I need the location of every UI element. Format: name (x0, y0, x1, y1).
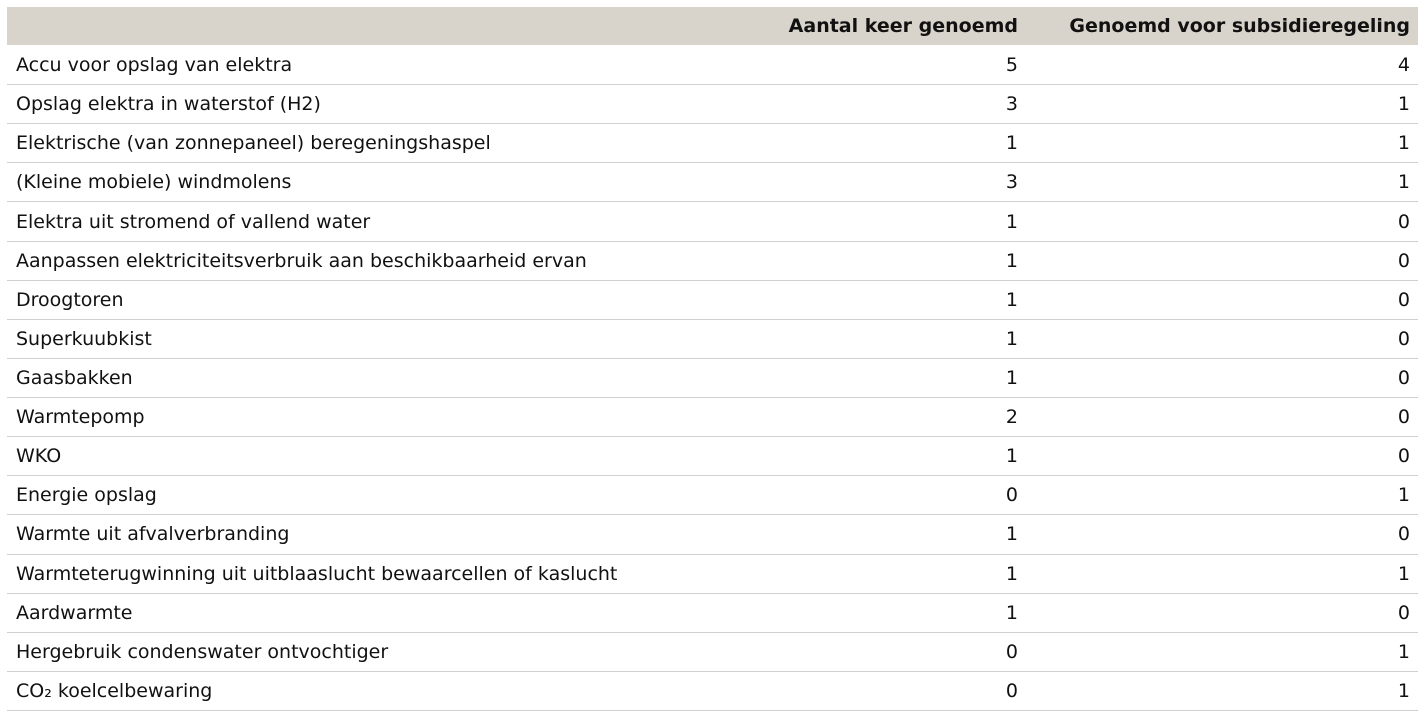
subsidy-cell: 1 (1397, 93, 1410, 116)
count-cell: 1 (1005, 523, 1018, 546)
row-label: (Kleine mobiele) windmolens (16, 171, 292, 194)
header-row: Aantal keer genoemd Genoemd voor subsidi… (7, 7, 1418, 45)
count-cell: 5 (1005, 54, 1018, 77)
count-cell: 1 (1005, 249, 1018, 272)
row-label: Warmte uit afvalverbranding (16, 523, 290, 546)
column-header: Aantal keer genoemd (788, 15, 1018, 37)
subsidy-cell: 1 (1397, 679, 1410, 702)
count-cell: 0 (1005, 484, 1018, 507)
subsidy-cell: 0 (1397, 288, 1410, 311)
row-label: Energie opslag (16, 484, 157, 507)
count-cell: 0 (1005, 679, 1018, 702)
table-row: Elektra uit stromend of vallend water 1 0 (7, 202, 1418, 242)
row-label: Gaasbakken (16, 366, 133, 389)
table-row: (Kleine mobiele) windmolens 3 1 (7, 163, 1418, 203)
count-cell: 1 (1005, 366, 1018, 389)
table-row: Aardwarmte 1 0 (7, 594, 1418, 633)
count-cell: 1 (1005, 562, 1018, 585)
row-label: Aanpassen elektriciteitsverbruik aan bes… (16, 249, 587, 272)
table-row: Elektrische (van zonnepaneel) beregening… (7, 124, 1418, 164)
table-row: Gaasbakken 1 0 (7, 359, 1418, 399)
table-row: Energie opslag 0 1 (7, 476, 1418, 516)
subsidy-cell: 1 (1397, 484, 1410, 507)
table-row: Accu voor opslag van elektra 5 4 (7, 46, 1418, 86)
row-label: Superkuubkist (16, 327, 152, 350)
subsidy-cell: 1 (1397, 562, 1410, 585)
count-cell: 1 (1005, 210, 1018, 233)
subsidy-cell: 0 (1397, 210, 1410, 233)
subsidy-cell: 0 (1397, 406, 1410, 429)
subsidy-cell: 0 (1397, 523, 1410, 546)
table-row: Hergebruik condenswater ontvochtiger 0 1 (7, 633, 1418, 672)
subsidy-cell: 1 (1397, 132, 1410, 155)
subsidy-cell: 1 (1397, 171, 1410, 194)
count-cell: 3 (1005, 171, 1018, 194)
row-label: Hergebruik condenswater ontvochtiger (16, 640, 389, 663)
subsidy-cell: 0 (1397, 445, 1410, 468)
subsidy-cell: 1 (1397, 640, 1410, 663)
row-label: Elektrische (van zonnepaneel) beregening… (16, 132, 491, 155)
row-label: Droogtoren (16, 288, 124, 311)
table-row: Superkuubkist 1 0 (7, 320, 1418, 359)
subsidy-cell: 0 (1397, 601, 1410, 624)
row-label: Elektra uit stromend of vallend water (16, 210, 371, 233)
row-label: Accu voor opslag van elektra (16, 54, 293, 77)
count-cell: 1 (1005, 601, 1018, 624)
count-cell: 2 (1005, 406, 1018, 429)
table-row: Aanpassen elektriciteitsverbruik aan bes… (7, 242, 1418, 281)
count-cell: 3 (1005, 93, 1018, 116)
subsidy-cell: 0 (1397, 366, 1410, 389)
row-label: Aardwarmte (16, 601, 133, 624)
row-label: Warmtepomp (16, 406, 145, 429)
table-row: Warmteterugwinning uit uitblaaslucht bew… (7, 555, 1418, 594)
count-cell: 1 (1005, 288, 1018, 311)
column-header: Genoemd voor subsidieregeling (1069, 15, 1410, 37)
table-row: Warmtepomp 2 0 (7, 398, 1418, 438)
row-label: CO₂ koelcelbewaring (16, 679, 213, 702)
table-row: Droogtoren 1 0 (7, 281, 1418, 320)
row-label: Opslag elektra in waterstof (H2) (16, 93, 321, 116)
subsidy-cell: 0 (1397, 249, 1410, 272)
count-cell: 1 (1005, 132, 1018, 155)
table-row: Warmte uit afvalverbranding 1 0 (7, 515, 1418, 555)
table-row: CO₂ koelcelbewaring 0 1 (7, 672, 1418, 711)
subsidy-cell: 4 (1397, 54, 1410, 77)
row-label: WKO (16, 445, 62, 468)
row-label: Warmteterugwinning uit uitblaaslucht bew… (16, 562, 618, 585)
count-cell: 0 (1005, 640, 1018, 663)
table-row: Opslag elektra in waterstof (H2) 3 1 (7, 85, 1418, 125)
subsidy-cell: 0 (1397, 327, 1410, 350)
table-row: WKO 1 0 (7, 437, 1418, 477)
count-cell: 1 (1005, 445, 1018, 468)
count-cell: 1 (1005, 327, 1018, 350)
